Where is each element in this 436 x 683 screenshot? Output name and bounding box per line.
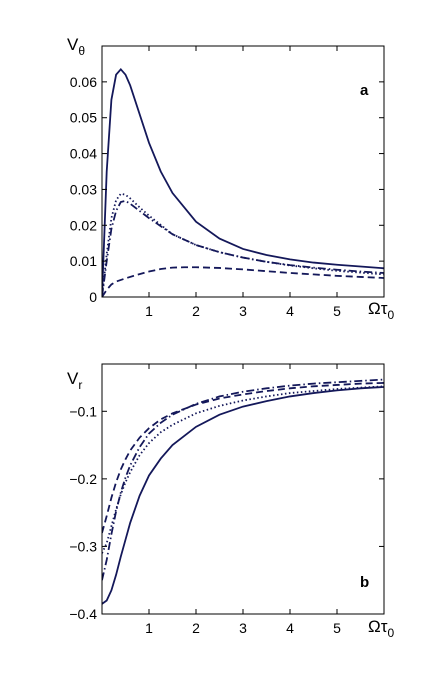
- x-tick-label: 2: [192, 303, 200, 319]
- x-axis-title: Ωτ0: [368, 299, 394, 322]
- y-tick-label: 0.05: [70, 110, 97, 126]
- y-tick-label: 0.03: [70, 181, 97, 197]
- y-axis-title: Vr: [67, 369, 82, 392]
- series-solid-line: [102, 386, 384, 605]
- panel-a-chart: 1 2 3 4 5 0 0.01 0.02 0.03 0.04 0.05 0.06 Vθ Ωτ0 a: [67, 35, 394, 322]
- series-dashed-line: [102, 382, 384, 534]
- x-tick-label: 3: [239, 620, 247, 636]
- y-tick-label: −0.3: [69, 538, 97, 554]
- x-tick-label: 2: [192, 620, 200, 636]
- panel-b-chart: 1 2 3 4 5 −0.1 −0.2 −0.3 −0.4 Vr Ωτ0 b: [67, 363, 394, 640]
- plot-frame: [101, 45, 385, 298]
- y-tick-label: −0.4: [69, 606, 97, 622]
- x-tick-label: 3: [239, 303, 247, 319]
- x-tick-label: 4: [286, 620, 294, 636]
- y-tick-label: 0.01: [70, 253, 97, 269]
- x-tick-label: 1: [145, 303, 153, 319]
- x-tick-label: 1: [145, 620, 153, 636]
- series-dotted-line: [102, 192, 384, 297]
- panel-label: b: [360, 574, 369, 591]
- plot-frame: [101, 363, 385, 615]
- y-tick-label: 0.02: [70, 217, 97, 233]
- y-tick-label: −0.2: [69, 471, 97, 487]
- x-tick-label: 5: [333, 303, 341, 319]
- series-dashdot-line: [102, 199, 384, 297]
- y-axis-title: Vθ: [67, 35, 85, 58]
- y-tick-label: 0.04: [70, 146, 97, 162]
- y-tick-label: 0.06: [70, 74, 97, 90]
- y-tick-label: 0: [89, 289, 97, 305]
- x-tick-label: 4: [286, 303, 294, 319]
- x-axis-title: Ωτ0: [368, 617, 394, 640]
- panel-label: a: [360, 82, 369, 99]
- series-solid-line: [102, 67, 384, 297]
- series-dotted-line: [102, 385, 384, 554]
- y-tick-label: −0.1: [69, 403, 97, 419]
- x-tick-label: 5: [333, 620, 341, 636]
- series-dashed-line: [102, 266, 384, 297]
- series-dashdot-line: [102, 378, 384, 581]
